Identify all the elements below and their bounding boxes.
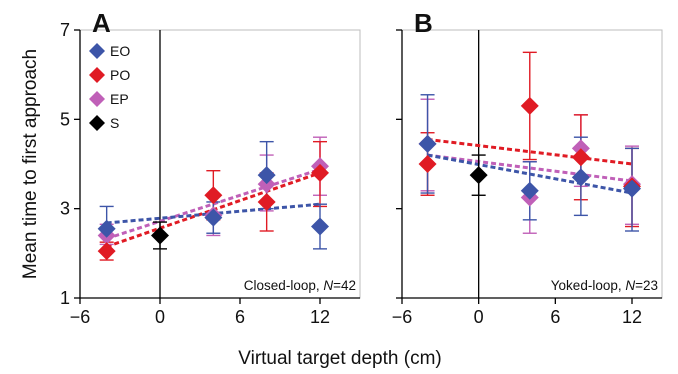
panel-b: −6 0 6 12 B Yoked-loop, N=23 xyxy=(392,8,663,327)
panel-a: 1 3 5 7 −6 0 6 12 A Closed-loop, N=42 xyxy=(60,8,361,327)
marker-po xyxy=(257,192,276,211)
legend-marker-eo xyxy=(89,43,105,59)
legend-marker-po xyxy=(89,67,105,83)
x-tick-label: 0 xyxy=(474,307,484,327)
marker-eo xyxy=(520,181,539,200)
x-tick-label: −6 xyxy=(70,307,91,327)
marker-eo xyxy=(571,168,590,187)
marker-eo xyxy=(623,179,641,198)
marker-eo xyxy=(418,134,437,153)
fit-line-ep xyxy=(427,153,633,183)
y-tick-label: 3 xyxy=(60,199,70,219)
marker-eo xyxy=(311,217,329,236)
x-tick-label: 6 xyxy=(550,307,560,327)
marker-po xyxy=(520,96,539,115)
marker-po xyxy=(204,186,223,205)
fit-line-po xyxy=(427,137,633,166)
fit-line-eo xyxy=(427,153,633,195)
x-tick-label: 6 xyxy=(235,307,245,327)
legend-label-s: S xyxy=(110,115,119,131)
panel-letter: A xyxy=(92,8,111,38)
y-tick-label: 7 xyxy=(60,20,70,40)
marker-po xyxy=(418,155,437,173)
x-tick-label: 12 xyxy=(310,307,330,327)
legend-label-ep: EP xyxy=(110,91,129,107)
legend-marker-ep xyxy=(89,91,105,107)
x-tick-label: 12 xyxy=(622,307,642,327)
panel-annotation: Yoked-loop, N=23 xyxy=(551,278,658,293)
y-tick-label: 1 xyxy=(60,288,70,308)
marker-s xyxy=(469,166,488,185)
x-axis-label: Virtual target depth (cm) xyxy=(238,348,441,369)
marker-po xyxy=(571,148,590,167)
legend-label-eo: EO xyxy=(110,43,130,59)
y-tick-label: 5 xyxy=(60,109,70,129)
legend-label-po: PO xyxy=(110,67,130,83)
legend: EO PO EP S xyxy=(89,43,130,131)
panel-annotation: Closed-loop, N=42 xyxy=(244,278,356,293)
legend-marker-s xyxy=(89,115,105,131)
x-tick-label: −6 xyxy=(392,307,413,327)
marker-eo xyxy=(204,208,223,227)
x-tick-label: 0 xyxy=(155,307,165,327)
panel-letter: B xyxy=(414,8,433,38)
marker-s xyxy=(151,226,169,245)
marker-po xyxy=(97,242,116,261)
marker-eo xyxy=(257,166,276,185)
marker-eo xyxy=(97,219,116,238)
y-axis-label: Mean time to first approach xyxy=(20,49,41,279)
marker-po xyxy=(311,163,329,182)
